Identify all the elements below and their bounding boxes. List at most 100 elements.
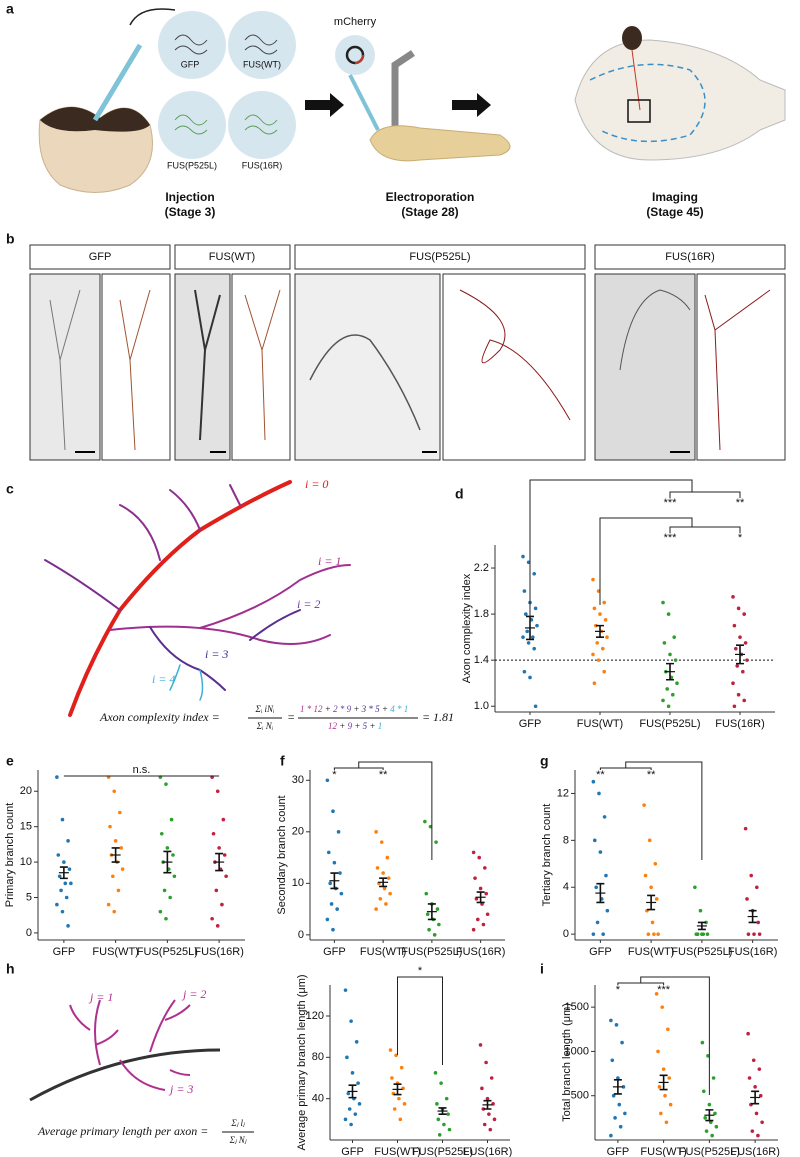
data-point [492,1117,497,1122]
y-tick-label: 15 [20,821,32,833]
data-point [704,920,708,925]
y-tick-label: 10 [292,877,304,889]
order-label: i = 2 [297,597,320,611]
data-point [745,897,749,901]
data-point [112,789,117,794]
order-label: i = 0 [305,477,328,491]
y-tick-label: 1.8 [474,608,489,620]
y-axis-label: Primary branch count [4,803,16,908]
data-point [437,1133,442,1137]
data-point [668,652,672,657]
data-point [474,896,479,901]
data-point [592,606,597,611]
y-tick-label: 5 [26,891,32,903]
data-point [595,641,599,645]
data-point [591,779,596,784]
data-point [666,1027,670,1032]
data-point [522,669,527,674]
data-point [665,687,669,691]
data-point [356,1081,360,1085]
data-point [120,867,125,871]
data-point [708,1120,713,1125]
y-tick-label: 0 [298,929,304,941]
data-point [482,1122,487,1127]
data-point [473,876,477,880]
data-point [693,885,697,890]
y-tick-label: 500 [571,1090,589,1102]
construct-label: FUS(P525L) [167,160,217,170]
data-point [531,635,535,639]
data-point [752,932,756,936]
data-point [756,1133,760,1138]
x-tick-label: FUS(P525L) [679,1146,740,1157]
data-point [741,669,745,674]
data-point [471,850,476,855]
data-point [331,809,335,814]
data-point [732,704,737,709]
condition-header: FUS(WT) [209,251,255,263]
step-title: Imaging [652,190,698,204]
data-point [378,896,383,901]
y-tick-label: 80 [312,1051,324,1063]
data-point [485,1096,490,1101]
y-tick-label: 30 [292,774,304,786]
y-tick-label: 0 [26,927,32,939]
data-point [169,817,174,822]
data-point [601,646,605,651]
significance-label: *** [664,532,678,544]
data-point [757,932,762,936]
y-tick-label: 2.2 [474,562,489,574]
data-point [672,635,676,639]
data-point [746,932,751,936]
data-point [661,698,665,703]
formula-num: Σⱼ lⱼ [230,1118,246,1128]
construct-label: FUS(WT) [243,59,281,69]
data-point [390,1076,394,1080]
formula-eq: = [422,710,430,724]
data-point [592,838,597,843]
data-point [602,669,606,674]
data-point [668,1102,673,1107]
data-point [385,855,390,860]
data-point [343,1117,348,1122]
data-point [349,1019,353,1023]
data-point [652,932,656,936]
data-point [713,1111,717,1116]
data-point [742,612,746,616]
data-point [425,912,430,917]
x-tick-label: FUS(16R) [456,946,506,958]
primary-branch-diagram [29,999,221,1102]
data-point [642,803,646,807]
data-point [379,840,384,844]
data-point [326,850,331,855]
data-point [614,1023,619,1027]
data-point [471,927,476,932]
step-title: Injection [165,190,214,204]
data-point [591,932,596,936]
data-point [736,606,741,611]
data-point [605,908,610,913]
data-point [595,920,600,925]
data-point [704,1129,709,1133]
data-point [338,871,342,875]
data-point [357,1102,362,1106]
data-point [349,1122,353,1127]
data-point [591,577,595,582]
data-point [743,641,748,645]
data-point [732,623,737,628]
order-label: j = 1 [88,990,113,1004]
data-point [162,888,167,893]
panel-label: i [540,961,544,977]
x-tick-label: GFP [607,1146,630,1157]
data-point [402,1102,407,1106]
data-point [701,932,706,936]
data-point [164,916,168,921]
x-tick-label: FUS(P525L) [412,1146,473,1157]
y-axis-label: Secondary branch count [276,795,288,914]
data-point [671,692,675,697]
data-point [714,1124,719,1129]
data-point [433,1071,438,1075]
data-point [647,838,652,843]
y-tick-label: 1.4 [474,654,489,666]
x-tick-label: FUS(P525L) [137,946,198,958]
